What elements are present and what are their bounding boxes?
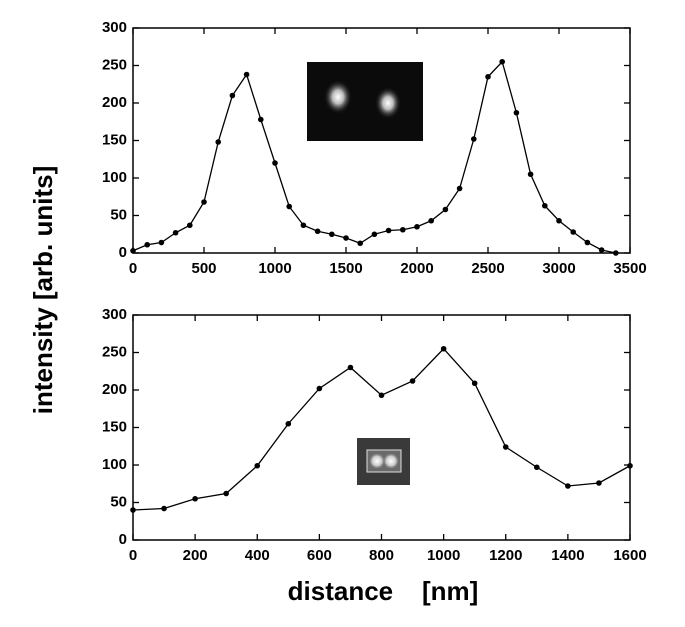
y-tick-label: 50 (110, 493, 127, 510)
x-tick-label: 1500 (329, 260, 362, 277)
data-point (172, 229, 179, 236)
x-tick-label: 1000 (427, 547, 460, 564)
data-point (192, 495, 198, 502)
y-tick-label: 200 (102, 381, 127, 398)
data-point (409, 378, 416, 384)
x-tick-label: 200 (183, 547, 208, 564)
data-point (534, 464, 540, 471)
data-point (627, 462, 633, 469)
data-line (132, 347, 631, 511)
x-tick-label: 3000 (542, 260, 575, 277)
y-tick-label: 250 (102, 56, 127, 73)
x-tick-label: 2500 (471, 260, 504, 277)
data-point (596, 480, 602, 486)
data-point (527, 171, 534, 178)
y-tick-label: 0 (119, 244, 127, 261)
data-point (613, 250, 619, 256)
data-point (428, 217, 435, 224)
data-point (258, 116, 264, 123)
data-point (485, 73, 491, 80)
data-point (130, 247, 136, 254)
data-point (316, 385, 323, 392)
inset-image-bottom (357, 438, 410, 485)
data-point (440, 345, 447, 352)
data-point (414, 223, 420, 230)
data-point (243, 71, 250, 78)
data-point (343, 235, 349, 241)
data-point (502, 444, 509, 450)
y-tick-label: 300 (102, 306, 127, 323)
data-point (300, 222, 307, 229)
data-point (556, 217, 562, 224)
x-tick-label: 400 (245, 547, 270, 564)
data-point (471, 380, 478, 387)
y-tick-label: 300 (102, 19, 127, 36)
x-tick-label: 1200 (489, 547, 522, 564)
plot-frame (132, 314, 631, 541)
y-tick-label: 150 (102, 418, 127, 435)
x-tick-label: 0 (129, 260, 137, 277)
data-point (329, 231, 335, 238)
data-point (158, 239, 165, 246)
data-point (130, 507, 136, 513)
data-point (187, 222, 193, 229)
x-tick-label: 800 (369, 547, 394, 564)
y-tick-label: 200 (102, 94, 127, 111)
inset-image-top (307, 62, 423, 141)
data-point (357, 240, 364, 247)
x-tick-label: 600 (307, 547, 332, 564)
data-point (565, 483, 571, 489)
x-axis-title: distance [nm] (288, 576, 479, 606)
data-point (285, 420, 292, 427)
x-tick-label: 1400 (551, 547, 584, 564)
y-tick-label: 0 (119, 531, 127, 548)
data-point (215, 139, 221, 145)
x-tick-label: 3500 (613, 260, 646, 277)
data-point (371, 231, 378, 238)
data-point (513, 109, 520, 116)
y-tick-label: 150 (102, 131, 127, 148)
x-tick-label: 0 (129, 547, 137, 564)
data-point (570, 229, 576, 235)
data-point (229, 92, 236, 99)
x-tick-label: 500 (191, 260, 216, 277)
data-point (144, 241, 150, 248)
y-tick-label: 100 (102, 456, 127, 473)
data-point (598, 247, 605, 253)
data-point (161, 505, 167, 512)
data-point (471, 136, 477, 142)
y-axis-title: intensity [arb. units] (28, 166, 58, 414)
data-point (385, 227, 392, 234)
y-tick-label: 50 (110, 206, 127, 223)
x-tick-label: 1000 (258, 260, 291, 277)
data-point (442, 206, 449, 213)
data-point (286, 203, 293, 210)
data-point (223, 490, 229, 497)
data-point (254, 462, 261, 469)
y-tick-label: 100 (102, 169, 127, 186)
data-point (314, 228, 321, 235)
x-tick-label: 2000 (400, 260, 433, 277)
data-point (378, 392, 385, 399)
data-point (584, 239, 591, 246)
data-point (347, 364, 354, 371)
data-point (456, 185, 463, 192)
data-point (201, 199, 207, 205)
x-tick-label: 1600 (613, 547, 646, 564)
data-point (542, 202, 548, 209)
data-point (400, 226, 406, 233)
data-point (272, 160, 278, 166)
y-tick-label: 250 (102, 343, 127, 360)
data-point (499, 58, 506, 65)
